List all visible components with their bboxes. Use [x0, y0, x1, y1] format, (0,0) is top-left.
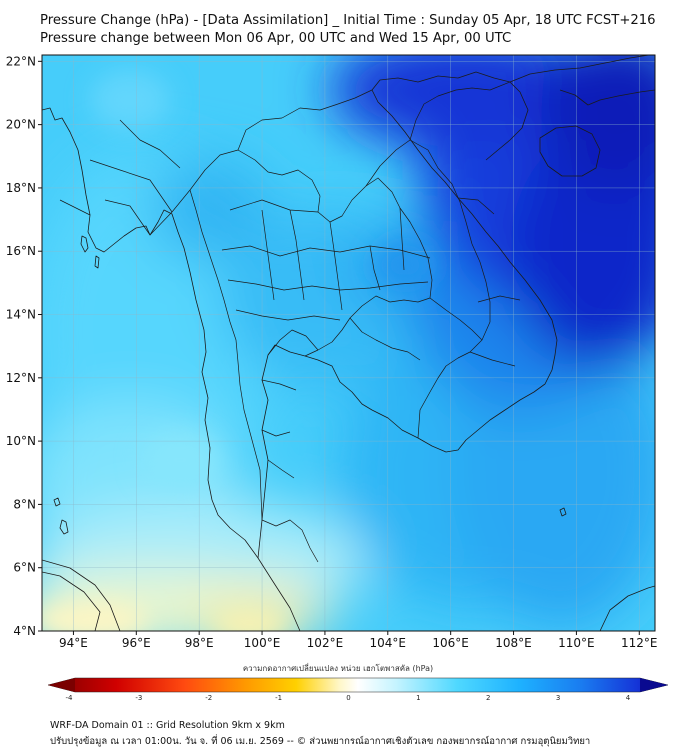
latitude-labels: 22°N 20°N 18°N 16°N 14°N 12°N 10°N 8°N 6°N 4°N — [6, 54, 42, 638]
lon-label: 94°E — [59, 636, 88, 650]
colorbar-tick-label: -3 — [135, 694, 142, 702]
colorbar-ticks: -4 -3 -2 -1 0 1 2 3 4 — [66, 694, 631, 702]
chart-title: Pressure Change (hPa) - [Data Assimilati… — [40, 13, 656, 28]
lat-label: 4°N — [13, 624, 36, 638]
lat-label: 22°N — [6, 54, 36, 68]
lat-label: 16°N — [6, 244, 36, 258]
pressure-field — [42, 55, 655, 631]
lat-label: 12°N — [6, 371, 36, 385]
lat-label: 6°N — [13, 561, 36, 575]
chart-subtitle: Pressure change between Mon 06 Apr, 00 U… — [40, 31, 512, 46]
lat-label: 8°N — [13, 497, 36, 511]
colorbar-tick-label: -1 — [275, 694, 282, 702]
lat-label: 18°N — [6, 181, 36, 195]
map-gridlines — [42, 55, 655, 631]
lon-label: 108°E — [495, 636, 532, 650]
lon-label: 102°E — [307, 636, 344, 650]
lon-label: 96°E — [122, 636, 151, 650]
footer-credit: ปรับปรุงข้อมูล ณ เวลา 01:00น. วัน จ. ที่… — [50, 736, 591, 747]
lon-label: 100°E — [244, 636, 281, 650]
country-borders — [59, 81, 521, 563]
colorbar-label: ความกดอากาศเปลี่ยนแปลง หน่วย เฮกโตพาสคัล… — [242, 664, 434, 673]
lon-label: 112°E — [621, 636, 658, 650]
lat-label: 14°N — [6, 308, 36, 322]
lon-label: 106°E — [432, 636, 469, 650]
colorbar-tick-label: 1 — [416, 694, 420, 702]
footer-model-info: WRF-DA Domain 01 :: Grid Resolution 9km … — [50, 720, 285, 731]
lat-label: 20°N — [6, 118, 36, 132]
longitude-labels: 94°E 96°E 98°E 100°E 102°E 104°E 106°E 108°E 110… — [59, 631, 658, 650]
colorbar-tick-label: -4 — [66, 694, 74, 702]
map-frame — [41, 54, 656, 632]
colorbar-tick-label: 2 — [486, 694, 490, 702]
lon-label: 110°E — [558, 636, 595, 650]
colorbar: -4 -3 -2 -1 0 1 2 3 4 — [47, 677, 669, 702]
colorbar-tick-label: 4 — [626, 694, 631, 702]
colorbar-tick-label: 3 — [556, 694, 560, 702]
coastlines — [42, 55, 655, 631]
colorbar-tick-label: 0 — [346, 694, 350, 702]
colorbar-tick-label: -2 — [205, 694, 212, 702]
lat-label: 10°N — [6, 434, 36, 448]
lon-label: 104°E — [370, 636, 407, 650]
lon-label: 98°E — [185, 636, 214, 650]
